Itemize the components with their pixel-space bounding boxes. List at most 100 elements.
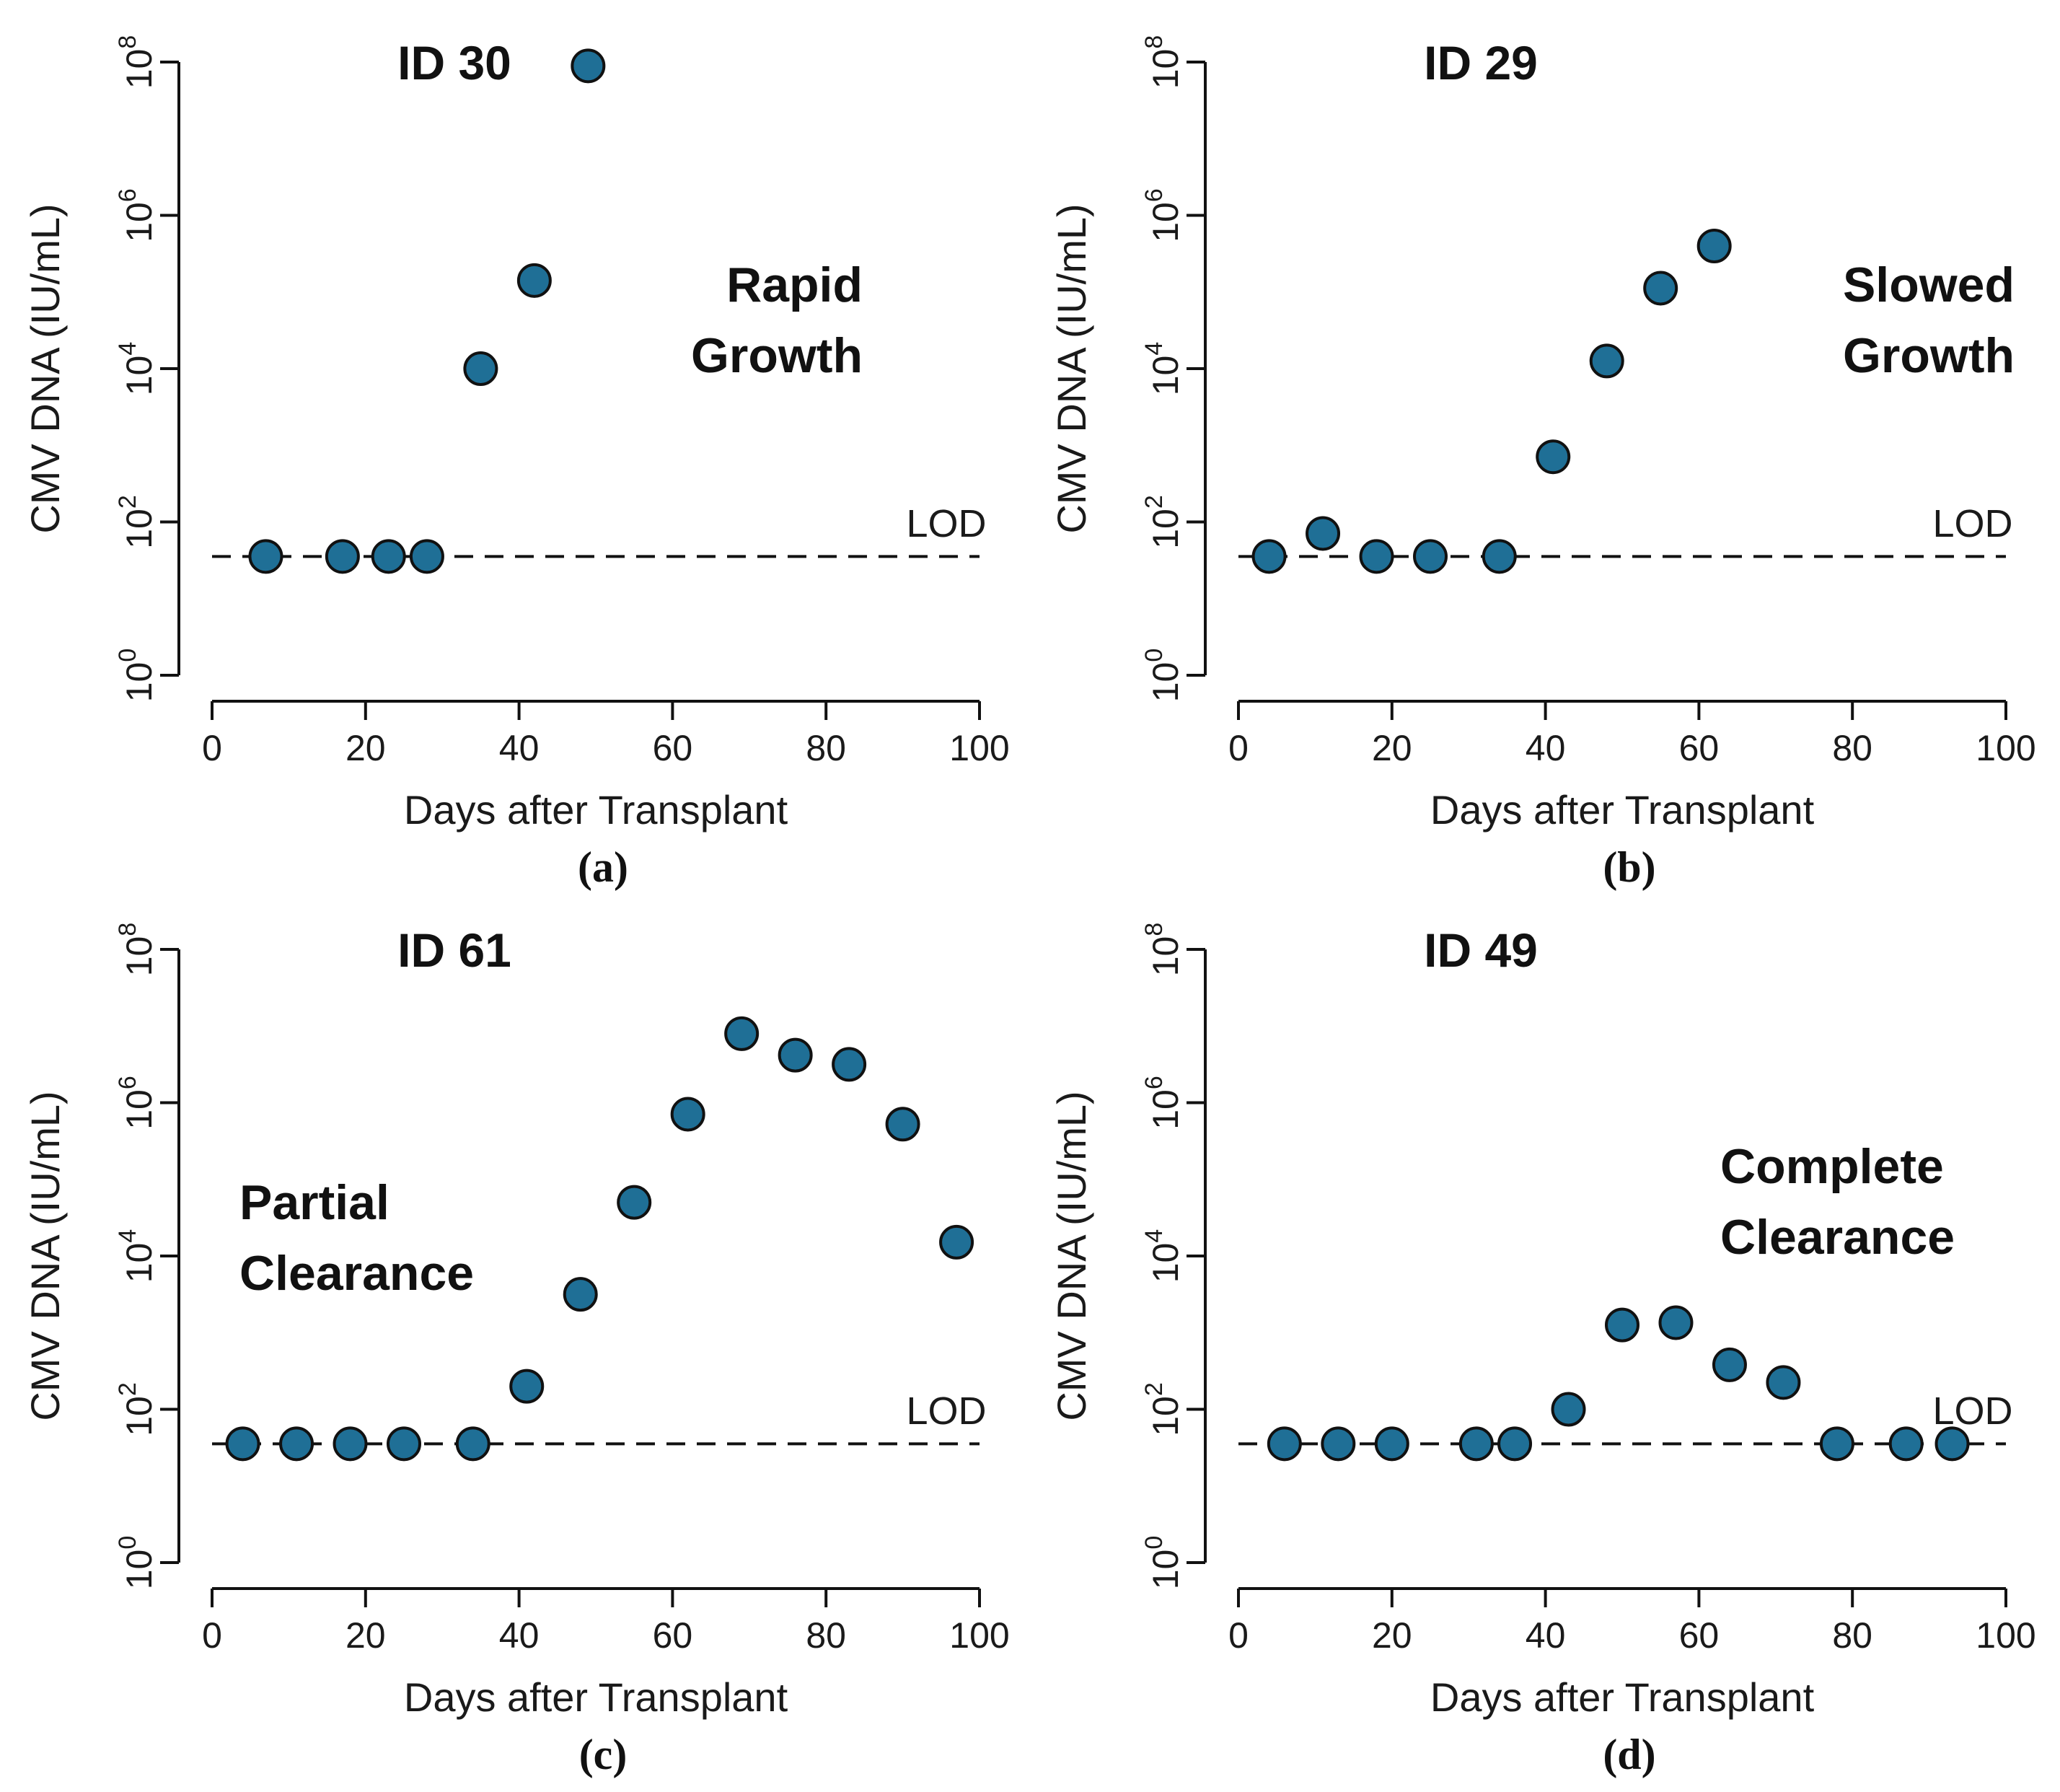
y-tick-label: 108 — [1140, 923, 1186, 977]
panel-caption: (a) — [578, 843, 628, 891]
y-axis-title: CMV DNA (IU/mL) — [22, 203, 68, 533]
x-tick-label: 60 — [1679, 1615, 1720, 1656]
y-tick-label: 106 — [114, 188, 159, 242]
x-tick-label: 100 — [949, 728, 1009, 768]
data-point — [387, 1426, 421, 1462]
y-tick-label: 102 — [114, 1382, 159, 1436]
data-point — [1374, 1426, 1409, 1462]
data-point — [1605, 1307, 1639, 1343]
x-tick-label: 20 — [345, 728, 386, 768]
data-point — [409, 539, 444, 574]
data-point — [279, 1426, 314, 1462]
x-tick-label: 20 — [1372, 1615, 1412, 1656]
panel-caption: (c) — [579, 1731, 628, 1778]
data-point — [563, 1277, 598, 1312]
x-tick-label: 40 — [1526, 728, 1566, 768]
annotation-line: Rapid — [726, 258, 863, 312]
x-axis-title: Days after Transplant — [1430, 1674, 1815, 1720]
x-tick-label: 80 — [1832, 728, 1872, 768]
data-point — [1934, 1426, 1970, 1462]
chart-panel: 100 102 104 106 108 CMV DNA (IU/mL) 0 20 40 60 80 1… — [22, 35, 1010, 891]
data-point — [1766, 1365, 1801, 1400]
y-tick-label: 106 — [1140, 1076, 1186, 1130]
data-point — [1458, 1426, 1494, 1462]
data-point — [509, 1369, 545, 1404]
y-axis-title: CMV DNA (IU/mL) — [22, 1091, 68, 1420]
y-tick-label: 104 — [114, 1229, 159, 1283]
chart-panel: 100 102 104 106 108 CMV DNA (IU/mL) 0 20 40 60 80 1… — [1049, 35, 2036, 891]
x-tick-label: 0 — [202, 728, 222, 768]
x-tick-label: 100 — [949, 1615, 1009, 1656]
data-point — [1497, 1426, 1533, 1462]
y-tick-label: 100 — [1140, 1536, 1186, 1590]
y-tick-label: 108 — [114, 35, 159, 89]
data-point — [371, 539, 406, 574]
x-tick-label: 60 — [1679, 728, 1720, 768]
x-axis-title: Days after Transplant — [404, 787, 788, 833]
y-tick-label: 100 — [114, 1536, 159, 1590]
data-point — [1251, 539, 1287, 574]
annotation-line: Complete — [1720, 1139, 1944, 1194]
panel-title: ID 49 — [1424, 923, 1538, 977]
annotation-line: Slowed — [1843, 258, 2015, 312]
data-point — [1413, 539, 1448, 574]
data-point — [778, 1037, 813, 1073]
data-point — [724, 1016, 760, 1051]
data-point — [1643, 271, 1678, 306]
data-point — [225, 1426, 260, 1462]
data-point — [1551, 1392, 1586, 1427]
panel-title: ID 61 — [397, 923, 511, 977]
x-tick-label: 0 — [1228, 728, 1249, 768]
y-tick-label: 104 — [1140, 1229, 1186, 1283]
x-tick-label: 80 — [806, 728, 846, 768]
annotation-line: Clearance — [239, 1246, 474, 1301]
data-point — [325, 539, 360, 574]
lod-label: LOD — [906, 502, 986, 545]
data-point — [1888, 1426, 1924, 1462]
y-tick-label: 106 — [114, 1076, 159, 1130]
data-point — [1712, 1347, 1747, 1382]
data-point — [1589, 343, 1624, 379]
x-tick-label: 0 — [1228, 1615, 1249, 1656]
annotation-line: Growth — [1843, 328, 2015, 383]
y-tick-label: 100 — [1140, 649, 1186, 703]
panel-caption: (d) — [1603, 1731, 1655, 1778]
y-tick-label: 102 — [114, 495, 159, 549]
data-point — [571, 48, 606, 84]
annotation-line: Growth — [691, 328, 863, 383]
data-point — [617, 1185, 652, 1220]
y-tick-label: 104 — [1140, 342, 1186, 396]
data-point — [1321, 1426, 1356, 1462]
data-point — [885, 1107, 920, 1142]
annotation-line: Partial — [239, 1175, 389, 1230]
y-tick-label: 106 — [1140, 188, 1186, 242]
x-tick-label: 80 — [806, 1615, 846, 1656]
x-tick-label: 60 — [653, 1615, 693, 1656]
x-tick-label: 80 — [1832, 1615, 1872, 1656]
lod-label: LOD — [1932, 1389, 2012, 1433]
x-tick-label: 0 — [202, 1615, 222, 1656]
x-axis-title: Days after Transplant — [404, 1674, 788, 1720]
data-point — [516, 263, 552, 298]
y-tick-label: 102 — [1140, 495, 1186, 549]
x-tick-label: 20 — [1372, 728, 1412, 768]
data-point — [248, 539, 283, 574]
lod-label: LOD — [906, 1389, 986, 1433]
data-point — [463, 351, 498, 386]
y-axis-title: CMV DNA (IU/mL) — [1049, 1091, 1094, 1420]
x-tick-label: 60 — [653, 728, 693, 768]
annotation-line: Clearance — [1720, 1210, 1955, 1265]
data-point — [1696, 229, 1732, 263]
x-axis-title: Days after Transplant — [1430, 787, 1815, 833]
x-tick-label: 100 — [1976, 1615, 2035, 1656]
y-tick-label: 108 — [114, 923, 159, 977]
x-tick-label: 40 — [499, 728, 540, 768]
data-point — [832, 1047, 867, 1082]
x-tick-label: 20 — [345, 1615, 386, 1656]
data-point — [455, 1426, 490, 1462]
data-point — [1536, 439, 1571, 475]
y-tick-label: 108 — [1140, 35, 1186, 89]
y-tick-label: 100 — [114, 649, 159, 703]
y-tick-label: 102 — [1140, 1382, 1186, 1436]
